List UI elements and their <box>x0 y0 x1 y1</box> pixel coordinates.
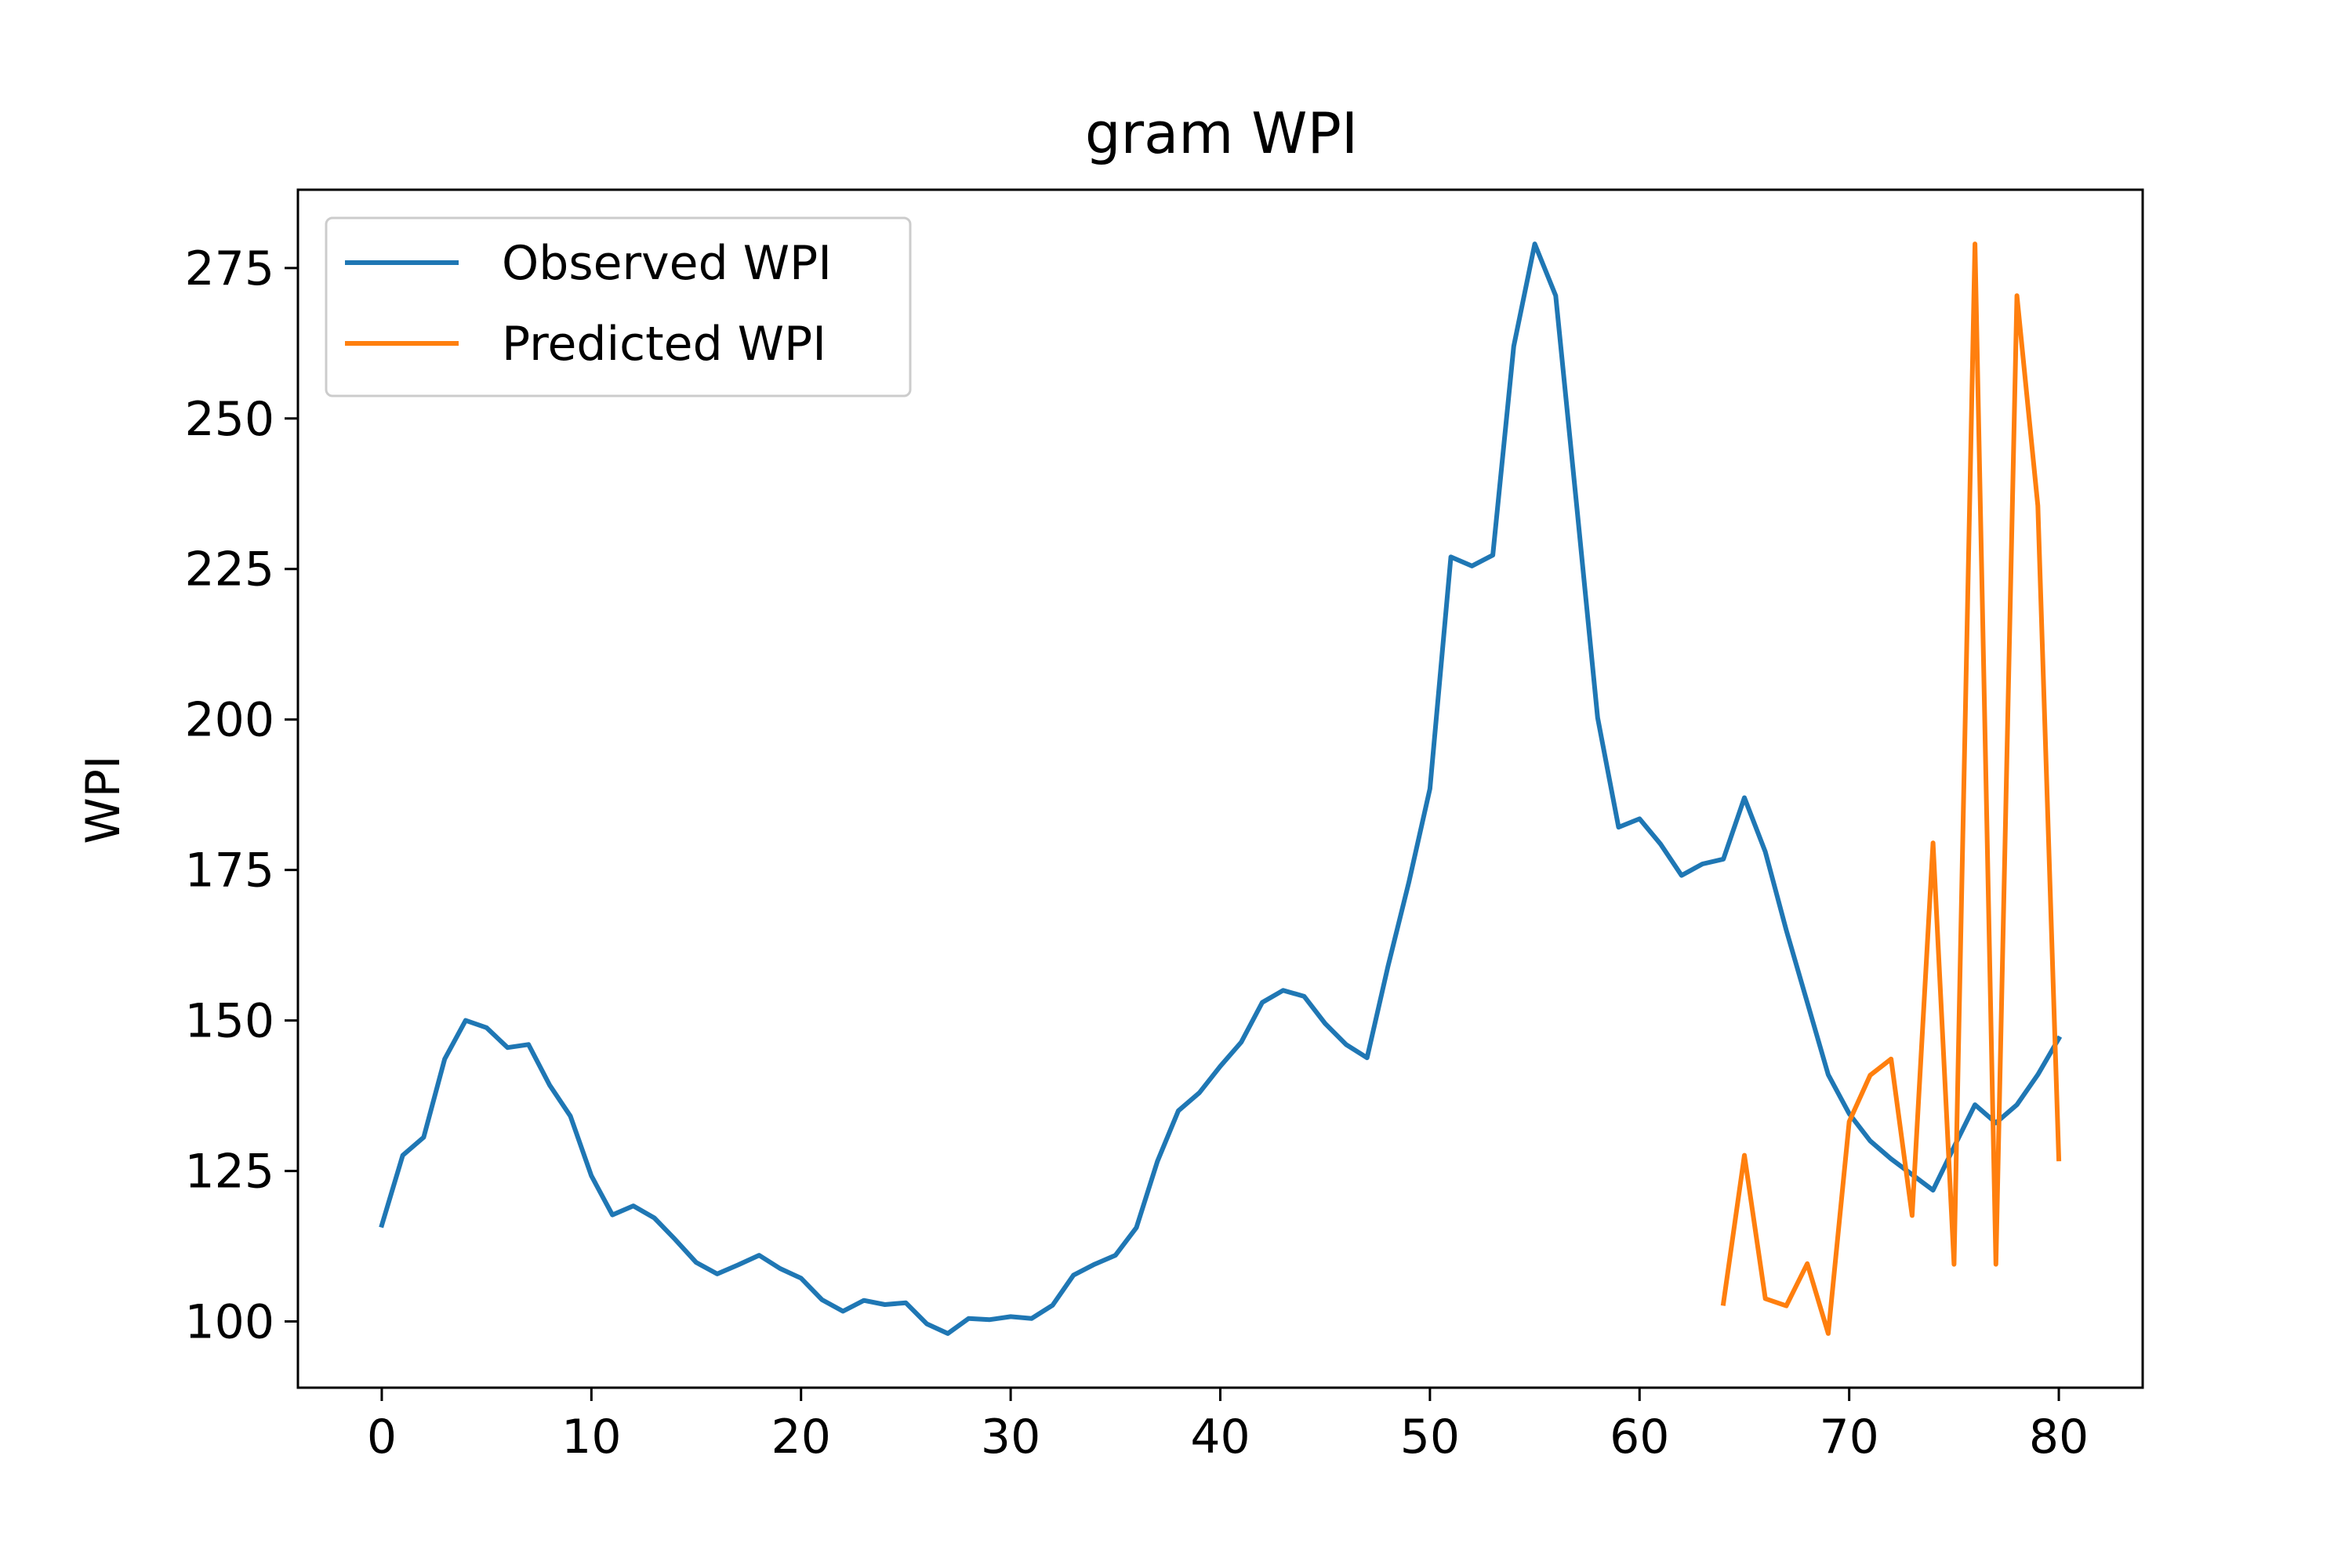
x-tick-label: 80 <box>2029 1410 2089 1465</box>
y-tick-label: 100 <box>184 1295 274 1350</box>
x-axis: 0 10 20 30 40 50 60 70 80 <box>367 1388 2089 1465</box>
x-tick-label: 10 <box>561 1410 621 1465</box>
chart-title: gram WPI <box>1085 100 1358 166</box>
plot-area-frame <box>296 188 2144 1389</box>
series-line-observed <box>379 241 2063 1336</box>
x-tick-label: 70 <box>1819 1410 1878 1465</box>
y-tick-label: 150 <box>184 994 274 1049</box>
x-tick-label: 60 <box>1610 1410 1669 1465</box>
legend-label-predicted: Predicted WPI <box>502 317 826 372</box>
y-tick-label: 225 <box>184 543 274 597</box>
x-tick-label: 50 <box>1400 1410 1460 1465</box>
y-tick-label: 250 <box>184 392 274 447</box>
legend-label-observed: Observed WPI <box>502 236 832 291</box>
y-tick-label: 175 <box>184 844 274 898</box>
y-tick-label: 275 <box>184 241 274 296</box>
legend: Observed WPI Predicted WPI <box>325 216 912 397</box>
series-line-predicted <box>1720 241 2062 1336</box>
x-tick-label: 20 <box>771 1410 831 1465</box>
y-tick-label: 200 <box>184 693 274 748</box>
legend-frame <box>325 216 912 397</box>
y-tick-label: 125 <box>184 1145 274 1200</box>
series-lines <box>379 241 2063 1336</box>
x-tick-label: 30 <box>981 1410 1040 1465</box>
x-tick-label: 0 <box>367 1410 397 1465</box>
y-axis: 100 125 150 175 200 225 250 275 <box>184 241 298 1350</box>
x-tick-label: 40 <box>1190 1410 1250 1465</box>
y-axis-label: WPI <box>76 755 131 844</box>
